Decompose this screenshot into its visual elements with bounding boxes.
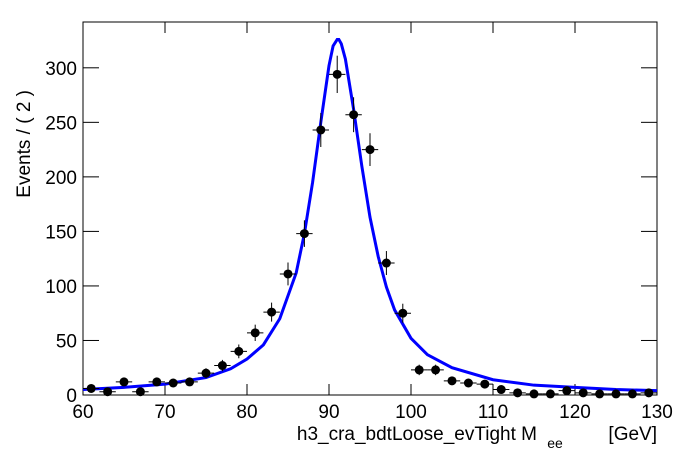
data-point (431, 365, 441, 375)
data-point (562, 386, 572, 396)
x-tick-label: 60 (72, 402, 93, 423)
data-point (496, 385, 506, 395)
data-point (201, 368, 211, 378)
x-tick-label: 130 (641, 402, 673, 423)
x-tick-label: 70 (154, 402, 175, 423)
data-point (316, 125, 326, 135)
data-point (480, 379, 490, 389)
y-tick-label: 300 (45, 59, 77, 80)
y-tick-label: 0 (66, 386, 77, 407)
x-tick-label: 100 (395, 402, 427, 423)
y-tick-label: 50 (56, 331, 77, 352)
data-point (463, 378, 473, 388)
data-point (283, 269, 293, 279)
y-tick-label: 150 (45, 222, 77, 243)
data-point (414, 365, 424, 375)
data-point (349, 110, 359, 120)
y-tick-label: 250 (45, 113, 77, 134)
data-point (627, 389, 637, 399)
x-axis-label-subscript: ee (547, 435, 563, 451)
data-point (119, 377, 129, 387)
y-axis-label: Events / ( 2 ) (14, 90, 35, 198)
data-point (595, 389, 605, 399)
data-point (152, 377, 162, 387)
data-point (578, 388, 588, 398)
x-tick-label: 110 (478, 402, 508, 423)
data-point (365, 145, 375, 155)
data-point (135, 387, 145, 397)
data-point (168, 378, 178, 388)
x-tick-label: 90 (318, 402, 339, 423)
data-point (217, 361, 227, 371)
data-point (267, 307, 277, 317)
y-tick-label: 100 (45, 277, 77, 298)
x-axis-label: h3_cra_bdtLoose_evTight M (297, 424, 537, 445)
x-tick-label: 80 (236, 402, 257, 423)
data-point (185, 377, 195, 387)
data-point (234, 346, 244, 356)
y-tick-label: 200 (45, 168, 77, 189)
data-point (529, 389, 539, 399)
data-point (447, 376, 457, 386)
x-axis-label-unit: [GeV] (608, 424, 657, 445)
plot-frame (82, 21, 658, 396)
data-point (381, 258, 391, 268)
fit-curve (82, 37, 658, 393)
data-point (398, 308, 408, 318)
data-point (611, 389, 621, 399)
data-point (103, 387, 113, 397)
x-tick-label: 120 (559, 402, 591, 423)
data-point (299, 229, 309, 239)
data-point (86, 383, 96, 393)
data-point (513, 388, 523, 398)
data-point (545, 389, 555, 399)
data-point (644, 388, 654, 398)
data-point (332, 69, 342, 79)
data-point (250, 328, 260, 338)
